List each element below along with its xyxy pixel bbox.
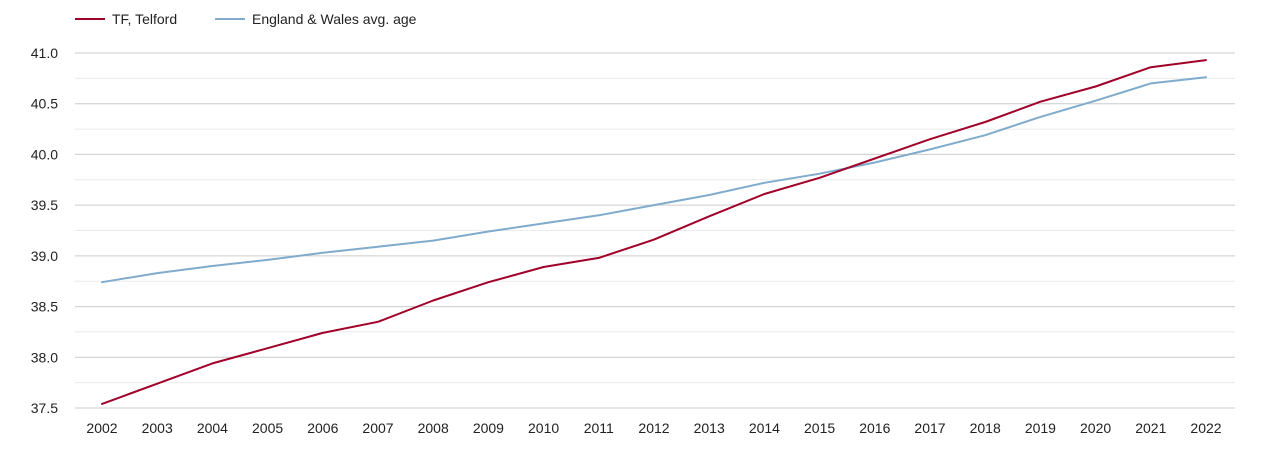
data-point-england-wales[interactable] (761, 180, 767, 186)
x-tick-label: 2017 (914, 420, 945, 436)
data-point-england-wales[interactable] (1093, 98, 1099, 104)
data-point-telford[interactable] (154, 381, 160, 387)
data-point-telford[interactable] (761, 191, 767, 197)
data-point-telford[interactable] (927, 136, 933, 142)
data-point-telford[interactable] (596, 255, 602, 261)
x-tick-label: 2020 (1080, 420, 1111, 436)
x-tick-label: 2004 (197, 420, 228, 436)
data-point-england-wales[interactable] (485, 229, 491, 235)
x-tick-label: 2016 (859, 420, 890, 436)
data-point-telford[interactable] (209, 360, 215, 366)
legend-item-telford[interactable]: TF, Telford (75, 11, 177, 27)
data-point-england-wales[interactable] (982, 132, 988, 138)
data-point-england-wales[interactable] (1148, 80, 1154, 86)
data-point-england-wales[interactable] (430, 238, 436, 244)
series-line-telford[interactable] (101, 59, 1207, 405)
data-point-telford[interactable] (1203, 57, 1209, 63)
data-point-telford[interactable] (541, 264, 547, 270)
data-point-england-wales[interactable] (1037, 114, 1043, 120)
x-tick-label: 2011 (584, 420, 614, 436)
legend-label-telford: TF, Telford (112, 11, 177, 27)
x-tick-label: 2013 (694, 420, 725, 436)
x-tick-label: 2021 (1135, 420, 1166, 436)
data-point-england-wales[interactable] (154, 270, 160, 276)
data-point-telford[interactable] (265, 345, 271, 351)
y-tick-label: 40.5 (31, 96, 58, 112)
x-tick-label: 2007 (362, 420, 393, 436)
data-point-england-wales[interactable] (375, 244, 381, 250)
x-tick-label: 2019 (1025, 420, 1056, 436)
data-point-telford[interactable] (817, 175, 823, 181)
x-tick-label: 2022 (1190, 420, 1221, 436)
data-point-telford[interactable] (375, 319, 381, 325)
x-tick-label: 2010 (528, 420, 559, 436)
x-tick-label: 2012 (638, 420, 669, 436)
data-point-england-wales[interactable] (265, 257, 271, 263)
x-axis: 2002 2003 2004 2005 2006 2007 2008 2009 2010 2011… (86, 420, 1221, 436)
y-tick-label: 39.0 (31, 248, 58, 264)
x-tick-label: 2003 (142, 420, 173, 436)
x-tick-label: 2015 (804, 420, 835, 436)
y-axis: 37.5 38.0 38.5 39.0 39.5 40.0 40.5 41.0 (31, 45, 58, 416)
data-point-england-wales[interactable] (706, 192, 712, 198)
data-point-england-wales[interactable] (1203, 74, 1209, 80)
x-tick-label: 2018 (970, 420, 1001, 436)
y-tick-label: 41.0 (31, 45, 58, 61)
grid (75, 52, 1235, 409)
data-point-england-wales[interactable] (209, 263, 215, 269)
data-point-telford[interactable] (320, 330, 326, 336)
data-point-telford[interactable] (485, 279, 491, 285)
legend: TF, Telford England & Wales avg. age (75, 11, 417, 27)
data-point-telford[interactable] (706, 213, 712, 219)
y-tick-label: 40.0 (31, 146, 58, 162)
data-point-england-wales[interactable] (541, 220, 547, 226)
series-line-england-wales[interactable] (101, 76, 1207, 284)
y-tick-label: 38.0 (31, 349, 58, 365)
data-point-telford[interactable] (1093, 84, 1099, 90)
data-point-telford[interactable] (1148, 64, 1154, 70)
y-tick-label: 37.5 (31, 400, 58, 416)
x-tick-label: 2005 (252, 420, 283, 436)
y-tick-label: 39.5 (31, 197, 58, 213)
data-point-telford[interactable] (982, 119, 988, 125)
data-point-england-wales[interactable] (596, 212, 602, 218)
x-tick-label: 2009 (473, 420, 504, 436)
series-lines (99, 57, 1209, 407)
data-point-telford[interactable] (872, 156, 878, 162)
x-tick-label: 2006 (307, 420, 338, 436)
data-point-england-wales[interactable] (927, 146, 933, 152)
y-tick-label: 38.5 (31, 299, 58, 315)
legend-item-england-wales[interactable]: England & Wales avg. age (215, 11, 417, 27)
data-point-england-wales[interactable] (651, 202, 657, 208)
data-point-telford[interactable] (430, 298, 436, 304)
data-point-england-wales[interactable] (99, 279, 105, 285)
data-point-england-wales[interactable] (320, 250, 326, 256)
x-tick-label: 2014 (749, 420, 780, 436)
data-point-telford[interactable] (651, 237, 657, 243)
data-point-telford[interactable] (1037, 99, 1043, 105)
x-tick-label: 2002 (86, 420, 117, 436)
x-tick-label: 2008 (418, 420, 449, 436)
data-point-telford[interactable] (99, 401, 105, 407)
legend-label-england-wales: England & Wales avg. age (252, 11, 417, 27)
